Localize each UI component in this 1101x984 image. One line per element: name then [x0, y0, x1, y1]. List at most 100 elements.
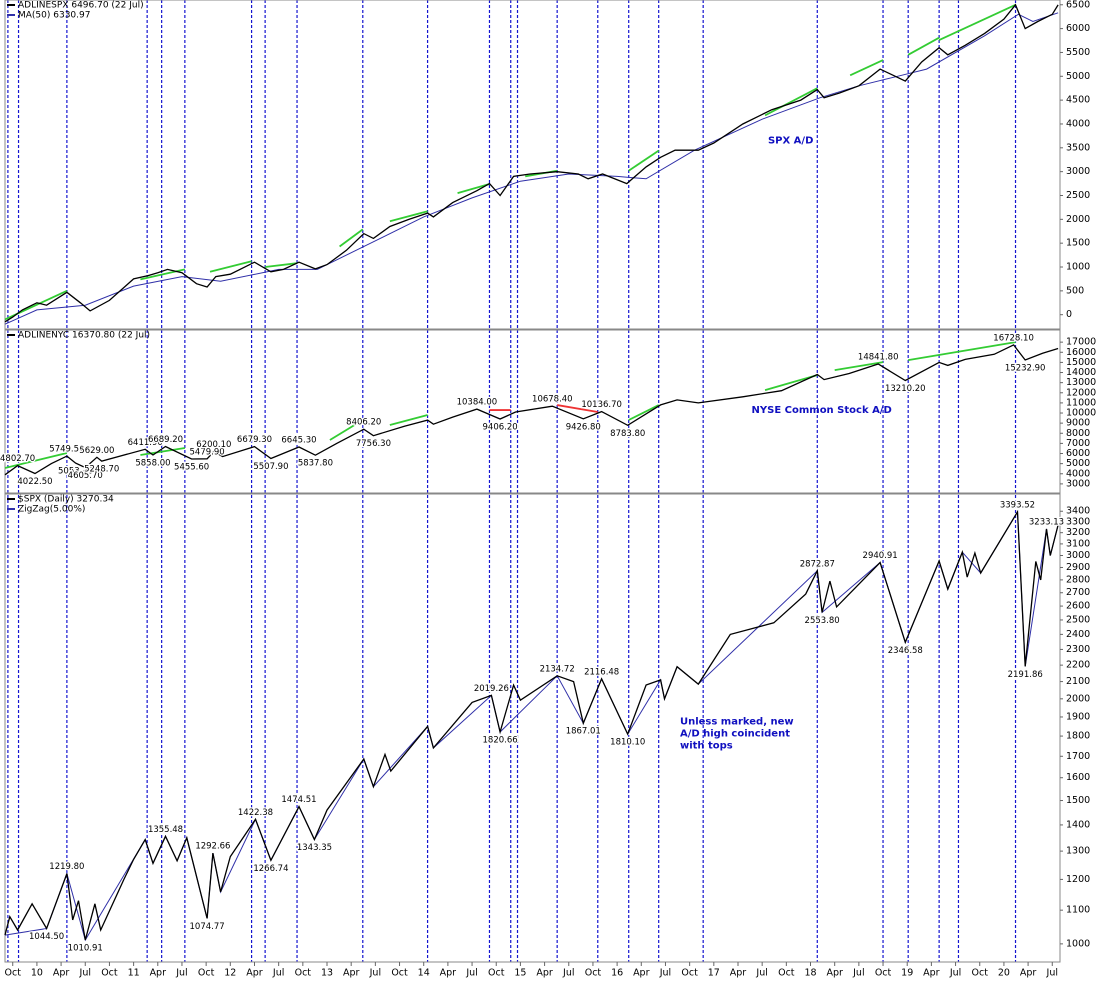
- pivot-label: 8783.80: [610, 429, 645, 439]
- pivot-label: 2872.87: [800, 559, 835, 569]
- y-tick-label: 1000: [1066, 938, 1090, 949]
- pivot-label: 8406.20: [346, 418, 381, 428]
- pivot-label: 2019.26: [474, 684, 509, 694]
- pivot-label: 2940.91: [863, 551, 898, 561]
- pivot-label: 2191.86: [1008, 670, 1043, 680]
- pivot-label: 1474.51: [281, 795, 316, 805]
- y-tick-label: 4500: [1066, 95, 1090, 106]
- pivot-label: 5053.40: [58, 467, 93, 477]
- pivot-label: 2553.80: [805, 616, 840, 626]
- pivot-label: 1867.01: [566, 727, 601, 737]
- pivot-label: 5629.00: [79, 446, 114, 456]
- pivot-label: 1010.91: [68, 944, 103, 954]
- x-tick-label: Jul: [1046, 968, 1058, 979]
- y-tick-label: 2000: [1066, 693, 1090, 704]
- y-tick-label: 2500: [1066, 190, 1090, 201]
- y-tick-label: 16000: [1066, 347, 1096, 358]
- x-tick-label: Jul: [659, 968, 671, 979]
- trend-line: [389, 414, 428, 426]
- pivot-label: 4022.50: [17, 477, 52, 487]
- pivot-label: 1044.50: [29, 932, 64, 942]
- x-tick-label: 10: [31, 968, 43, 979]
- x-tick-label: Apr: [53, 968, 70, 979]
- y-tick-label: 1300: [1066, 846, 1090, 857]
- y-tick-label: 1100: [1066, 905, 1090, 916]
- pivot-label: 1219.80: [49, 862, 84, 872]
- x-tick-label: 20: [998, 968, 1010, 979]
- legend-label: ADLINENYC 16370.80 (22 Jul): [18, 331, 150, 341]
- y-tick-label: 500: [1066, 285, 1084, 296]
- x-tick-label: Oct: [101, 968, 118, 979]
- pivot-label: 13210.20: [885, 384, 926, 394]
- pivot-label: 14841.80: [858, 352, 899, 362]
- y-tick-label: 6500: [1066, 0, 1090, 10]
- pivot-label: 5248.70: [84, 465, 119, 475]
- y-tick-label: 17000: [1066, 337, 1096, 348]
- pivot-label: 3233.13: [1029, 518, 1064, 528]
- y-tick-label: 2900: [1066, 562, 1090, 573]
- y-tick-label: 5000: [1066, 71, 1090, 82]
- y-tick-label: 0: [1066, 309, 1072, 320]
- x-tick-label: Oct: [198, 968, 215, 979]
- panel-frame: [4, 0, 1061, 330]
- x-tick-label: Oct: [585, 968, 602, 979]
- y-tick-label: 7000: [1066, 438, 1090, 449]
- legend-label: MA(50) 6330.97: [18, 11, 90, 21]
- x-tick-label: Oct: [295, 968, 312, 979]
- trend-line: [908, 341, 1016, 362]
- pivot-label: 7756.30: [356, 439, 391, 449]
- y-tick-label: 12000: [1066, 387, 1096, 398]
- pivot-label: 6689.20: [148, 435, 183, 445]
- pivot-label: 1074.77: [190, 922, 225, 932]
- y-tick-label: 6000: [1066, 23, 1090, 34]
- y-tick-label: 1800: [1066, 731, 1090, 742]
- y-tick-label: 1000: [1066, 262, 1090, 273]
- pivot-label: 4802.70: [0, 454, 35, 464]
- trend-line: [907, 36, 940, 56]
- y-tick-label: 2600: [1066, 601, 1090, 612]
- x-tick-label: Jul: [79, 968, 91, 979]
- trend-line: [329, 419, 364, 441]
- legend-label: $SPX (Daily) 3270.34: [18, 495, 114, 505]
- x-tick-label: Apr: [440, 968, 457, 979]
- y-tick-label: 11000: [1066, 397, 1096, 408]
- pivot-label: 5479.90: [190, 447, 225, 457]
- y-tick-label: 13000: [1066, 377, 1096, 388]
- x-tick-label: Oct: [778, 968, 795, 979]
- pivot-label: 9406.20: [483, 423, 518, 433]
- x-tick-label: 14: [418, 968, 430, 979]
- y-tick-label: 3100: [1066, 538, 1090, 549]
- trend-line: [557, 404, 598, 413]
- series-line: [4, 344, 1059, 476]
- pivot-label: 6200.10: [196, 440, 231, 450]
- series-line: [4, 12, 1059, 325]
- trend-line: [265, 262, 298, 268]
- x-tick-label: 18: [804, 968, 816, 979]
- x-tick-label: Apr: [826, 968, 843, 979]
- y-tick-label: 2800: [1066, 574, 1090, 585]
- pivot-label: 2134.72: [540, 664, 575, 674]
- x-tick-label: Oct: [681, 968, 698, 979]
- pivot-label: 2116.48: [584, 667, 619, 677]
- x-tick-label: 15: [514, 968, 526, 979]
- series-line: [4, 509, 1059, 941]
- trend-line: [457, 183, 490, 194]
- y-tick-label: 4000: [1066, 468, 1090, 479]
- trend-line: [834, 361, 884, 371]
- pivot-label: 1292.66: [195, 842, 230, 852]
- pivot-label: 3393.52: [1000, 500, 1035, 510]
- y-tick-label: 10000: [1066, 408, 1096, 419]
- pivot-label: 4605.70: [68, 471, 103, 481]
- y-tick-label: 5500: [1066, 47, 1090, 58]
- annotation: Unless marked, new: [680, 716, 794, 727]
- x-tick-label: 11: [128, 968, 140, 979]
- y-tick-label: 1200: [1066, 874, 1090, 885]
- trend-line: [4, 452, 68, 469]
- panel-frame: [4, 493, 1061, 963]
- pivot-label: 16728.10: [993, 333, 1034, 343]
- x-tick-label: Apr: [923, 968, 940, 979]
- pivot-label: 1422.38: [238, 808, 273, 818]
- pivot-label: 5507.90: [253, 462, 288, 472]
